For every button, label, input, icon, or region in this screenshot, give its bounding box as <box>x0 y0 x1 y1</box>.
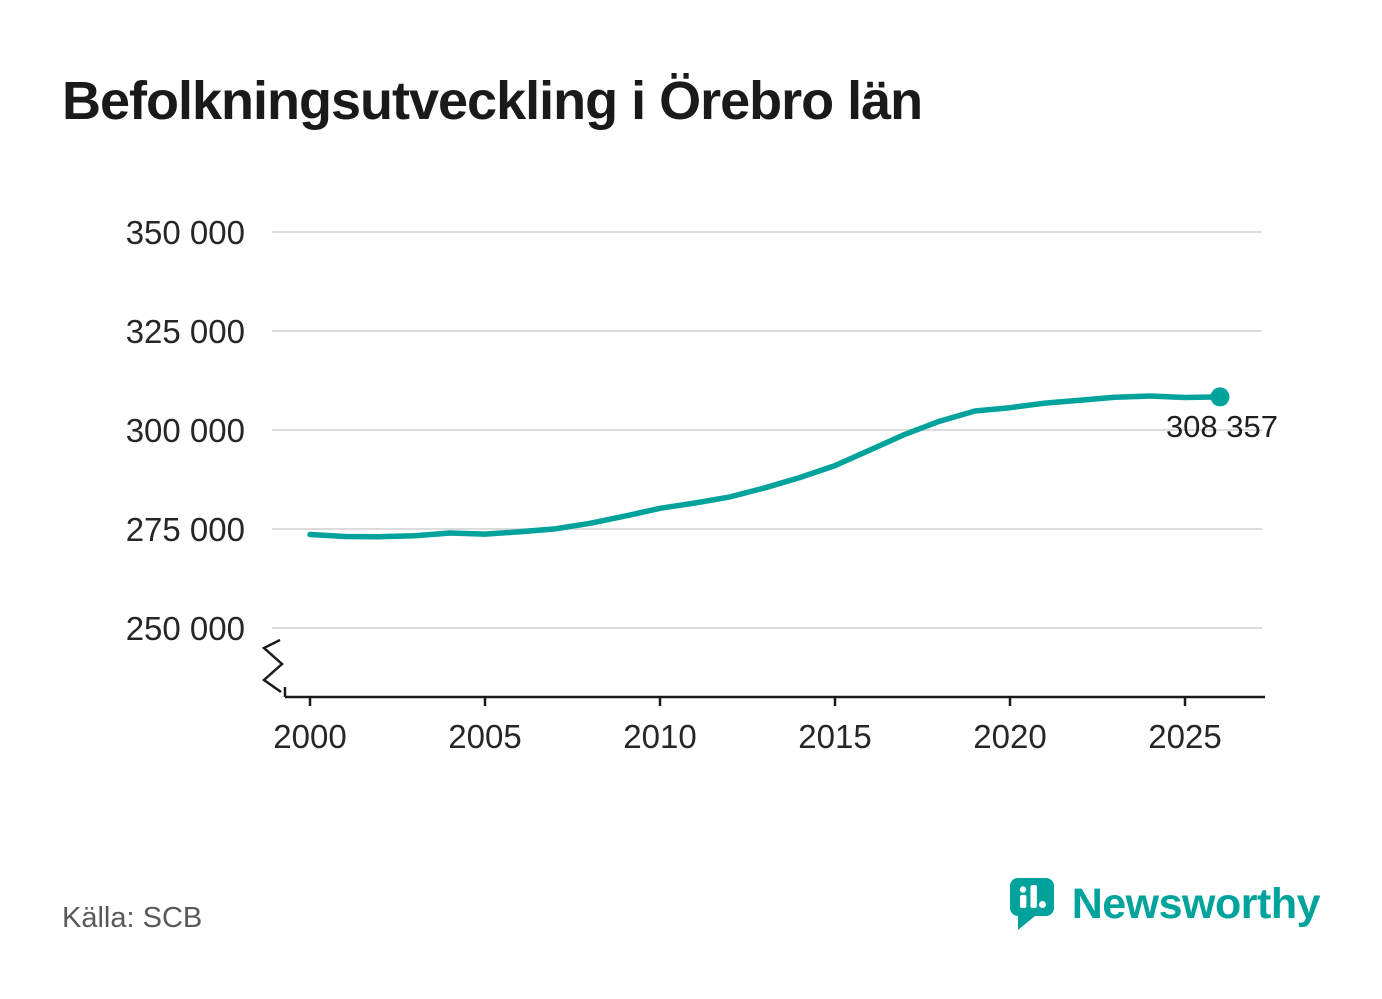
svg-text:275 000: 275 000 <box>126 511 245 548</box>
svg-text:350 000: 350 000 <box>126 214 245 251</box>
svg-text:2000: 2000 <box>273 718 346 755</box>
svg-text:2005: 2005 <box>448 718 521 755</box>
svg-text:2015: 2015 <box>798 718 871 755</box>
svg-text:308 357: 308 357 <box>1166 409 1278 444</box>
svg-text:2025: 2025 <box>1148 718 1221 755</box>
svg-text:325 000: 325 000 <box>126 313 245 350</box>
svg-text:250 000: 250 000 <box>126 610 245 647</box>
svg-text:2010: 2010 <box>623 718 696 755</box>
newsworthy-icon <box>1009 878 1054 930</box>
chart-title: Befolkningsutveckling i Örebro län <box>62 71 923 131</box>
svg-text:2020: 2020 <box>973 718 1046 755</box>
source-label: Källa: SCB <box>62 902 203 934</box>
newsworthy-logo: Newsworthy <box>1008 876 1321 932</box>
brand-wordmark: Newsworthy <box>1071 879 1321 928</box>
svg-text:300 000: 300 000 <box>126 412 245 449</box>
